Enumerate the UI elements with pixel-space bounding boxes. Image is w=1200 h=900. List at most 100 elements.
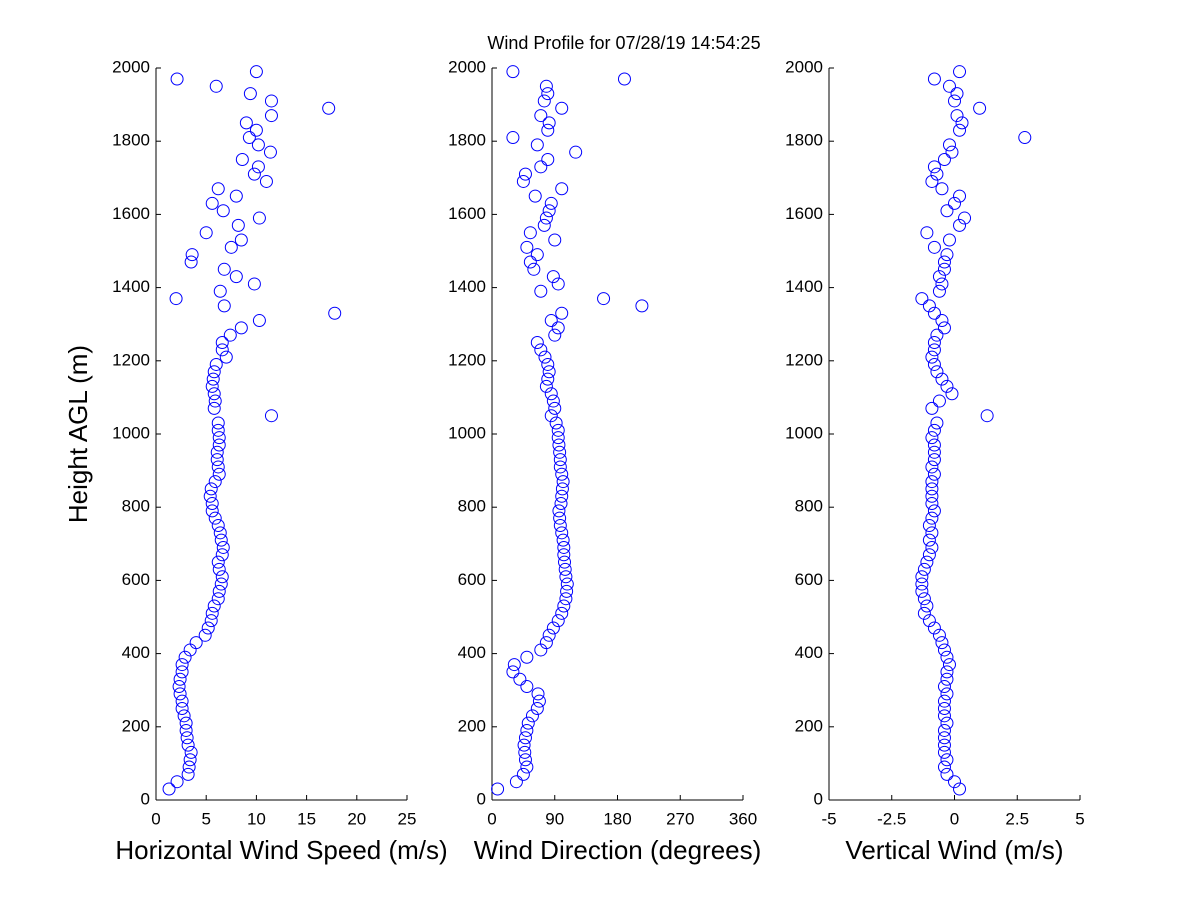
data-point [940,650,954,664]
data-point [925,475,939,489]
y-tick-label: 1600 [448,204,486,223]
x-tick-label: 20 [347,809,366,828]
y-tick-label: 600 [795,570,823,589]
data-point [178,650,192,664]
data-point [518,731,532,745]
data-point [181,767,195,781]
data-point [212,584,226,598]
data-point [925,350,939,364]
y-tick-label: 400 [458,643,486,662]
data-point [180,731,194,745]
data-point [243,87,257,101]
data-point [530,248,544,262]
data-point [925,460,939,474]
data-point [538,350,552,364]
x-tick-label: -5 [821,809,836,828]
data-point [927,445,941,459]
data-point [925,174,939,188]
data-point [175,658,189,672]
data-point [546,621,560,635]
data-point [927,336,941,349]
y-tick-label: 200 [122,716,150,735]
data-point [234,321,248,335]
y-tick-label: 200 [795,716,823,735]
data-point [958,211,972,225]
data-point [973,101,987,115]
data-point [922,548,936,562]
data-point [206,372,220,386]
y-tick-label: 0 [141,789,150,808]
data-point [208,394,222,408]
data-point [553,519,567,532]
data-point [517,738,531,752]
data-point [559,592,573,606]
data-point [927,306,941,320]
data-point [937,262,951,276]
data-point [217,262,231,276]
y-tick-label: 1800 [785,131,823,150]
data-point [935,277,949,291]
data-point [551,277,565,291]
data-point [948,775,961,789]
x-tick-label: 10 [247,809,266,828]
data-point [185,248,199,262]
data-point [541,153,555,166]
data-point [917,562,931,576]
data-point [542,628,556,642]
data-point [208,511,222,525]
data-point [548,233,562,247]
data-point [247,167,261,181]
data-point [635,299,649,313]
y-tick-label: 800 [795,497,823,516]
data-point [528,189,542,203]
data-point [950,109,964,123]
data-point [546,394,560,408]
y-tick-label: 1000 [112,423,150,442]
x-tick-label: 360 [729,809,757,828]
data-point [549,416,563,430]
data-point [557,548,571,562]
data-point [207,365,221,379]
data-point [548,328,562,342]
y-tick-label: 1600 [112,204,150,223]
data-point [509,775,523,789]
data-point [553,453,567,467]
y-tick-label: 600 [458,570,486,589]
data-point [940,687,954,701]
data-point [937,255,951,269]
data-point [211,416,225,430]
data-point [520,240,534,254]
data-point [935,314,949,328]
data-point [555,467,569,481]
data-point [945,145,959,159]
data-point [264,109,278,123]
data-point [215,570,229,584]
data-point [927,467,941,481]
data-point [953,218,967,232]
x-tick-label: 0 [950,809,959,828]
y-tick-label: 800 [458,497,486,516]
data-point [920,226,934,240]
data-point [927,423,941,437]
data-point [558,555,572,569]
data-point [534,284,548,298]
data-point [950,87,964,101]
data-point [530,138,544,152]
data-point [213,526,227,540]
data-point [552,438,566,452]
data-point [224,240,238,254]
data-point [551,321,565,335]
y-tick-label: 600 [122,570,150,589]
data-point [915,584,929,598]
data-point [930,416,944,430]
y-tick-label: 1800 [448,131,486,150]
data-point [937,745,951,759]
data-point [525,709,539,723]
data-point [328,306,342,320]
data-point [229,189,243,203]
data-point [937,643,951,657]
data-point [555,526,569,540]
data-point [920,599,934,613]
data-point [259,174,273,188]
data-point [935,372,949,386]
